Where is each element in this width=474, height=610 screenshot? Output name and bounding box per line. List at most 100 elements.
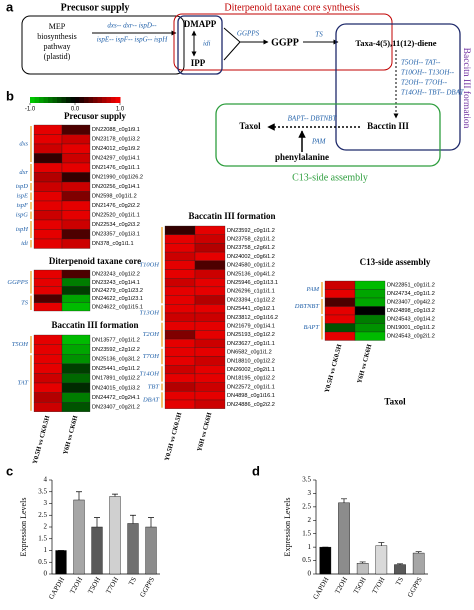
error-bar: [341, 498, 347, 503]
heat-cell: [61, 210, 91, 221]
row-label: DN23394_c1g1i2.2: [227, 297, 275, 303]
group-label: dxr: [19, 169, 28, 176]
heat-cell: [61, 200, 91, 211]
error-bar: [148, 517, 154, 527]
y-tick-label: 1: [308, 543, 312, 551]
node-label: pathway: [43, 42, 70, 51]
heat-cell: [194, 321, 226, 331]
heat-cell: [164, 225, 196, 235]
bar: [375, 545, 388, 575]
error-bar: [359, 561, 366, 564]
colorbar-step: [102, 97, 107, 103]
row-label: DN2598_c0g1i1.2: [92, 194, 137, 200]
row-label: DN24734_c0g1i1.2: [387, 291, 435, 297]
group-label: ispG: [16, 212, 29, 219]
group-label: T5OH: [12, 341, 29, 348]
x-tick-label: GGPPS: [138, 576, 156, 599]
bar: [356, 563, 369, 575]
heat-cell: [164, 269, 196, 279]
box: [215, 103, 441, 167]
heat-cell: [324, 323, 356, 333]
heat-cell: [33, 153, 63, 164]
row-label: DN25441_c0g1i2.1: [227, 306, 275, 312]
colorbar-label: -1.0: [25, 107, 36, 113]
row-label: DN25136_c0g4i1.2: [227, 271, 275, 277]
heat-cell: [33, 354, 63, 364]
row-label: DN4898_c0g1i16.1: [227, 393, 275, 399]
enzyme: T2OH-- T7OH--: [401, 79, 448, 87]
heat-cell: [194, 356, 226, 366]
group-label: dxs: [19, 140, 28, 147]
heat-cell: [61, 294, 91, 303]
heat-cell: [324, 306, 356, 316]
heat-cell: [33, 392, 63, 403]
heat-cell: [194, 295, 226, 305]
colorbar-step: [97, 97, 103, 103]
heat-cell: [61, 219, 91, 230]
heat-cell: [33, 143, 63, 154]
y-tick-label: 0: [308, 570, 312, 578]
heat-cell: [164, 251, 196, 261]
heat-cell: [33, 278, 63, 287]
error-bar: [397, 563, 403, 565]
row-label: DN18810_c0g1i2.2: [227, 358, 275, 364]
heat-cell: [33, 373, 63, 384]
group-label: ispD: [16, 183, 29, 190]
group-label: DBTNBT: [294, 303, 320, 310]
y-tick-label: 2: [44, 523, 48, 531]
heat-cell: [164, 330, 196, 340]
heat-cell: [61, 269, 91, 279]
row-label: DN23758_c2g1i1.2: [227, 237, 275, 243]
heat-cell: [164, 243, 196, 253]
bar: [55, 550, 67, 575]
colorbar-step: [75, 97, 80, 103]
colorbar-label: 0.0: [71, 107, 80, 113]
enzyme: T14OH-- TBT-- DBAT: [401, 89, 465, 97]
row-label: DN23243_c0g1i2.2: [92, 272, 140, 278]
colorbar-step: [52, 97, 58, 103]
heat-cell: [354, 289, 386, 299]
heat-cell: [61, 134, 91, 145]
heat-cell: [61, 286, 91, 295]
y-tick-label: 0.5: [38, 558, 47, 566]
heat-cell: [324, 297, 356, 307]
row-label: DN23243_c0g1i4.1: [92, 280, 140, 286]
heat-cell: [164, 338, 196, 348]
heat-cell: [33, 200, 63, 211]
heat-cell: [194, 365, 226, 375]
heat-cell: [164, 321, 196, 331]
row-label: DN17891_c0g1i2.2: [92, 376, 140, 382]
row-label: DN20256_c0g1i4.1: [92, 184, 140, 190]
heat-cell: [194, 304, 226, 314]
heat-cell: [61, 344, 91, 355]
row-label: DN21990_c0g1i26.2: [92, 175, 143, 181]
heat-cell: [61, 238, 91, 249]
row-label: DN24543_c0g1i4.2: [387, 317, 435, 323]
x-tick-label: T2OH: [68, 576, 84, 595]
x-tick-label: TS: [394, 576, 405, 587]
y-tick-label: 3: [308, 489, 312, 497]
heat-cell: [354, 297, 386, 307]
row-label: DN22534_c0g2i3.2: [92, 222, 140, 228]
group-label: BAPT: [303, 324, 319, 331]
heat-cell: [194, 330, 226, 340]
heat-cell: [61, 302, 91, 312]
heat-cell: [33, 181, 63, 192]
heat-cell: [164, 304, 196, 314]
error-bar: [112, 493, 118, 497]
y-tick-label: 1: [44, 546, 48, 554]
enzyme: idi: [203, 40, 210, 48]
row-label: DN6582_c0g1i1.2: [227, 350, 272, 356]
heat-cell: [164, 312, 196, 322]
x-tick-label: TS: [127, 576, 138, 587]
colorbar-step: [57, 97, 62, 103]
heat-cell: [33, 363, 63, 374]
heat-cell: [194, 391, 226, 401]
heat-cell: [61, 229, 91, 240]
colorbar-step: [39, 97, 44, 103]
heat-cell: [164, 356, 196, 366]
heat-cell: [194, 269, 226, 279]
row-label: DN23178_c0g1i3.2: [92, 137, 140, 143]
heat-cell: [194, 251, 226, 261]
group-label: T2OH: [143, 331, 160, 338]
